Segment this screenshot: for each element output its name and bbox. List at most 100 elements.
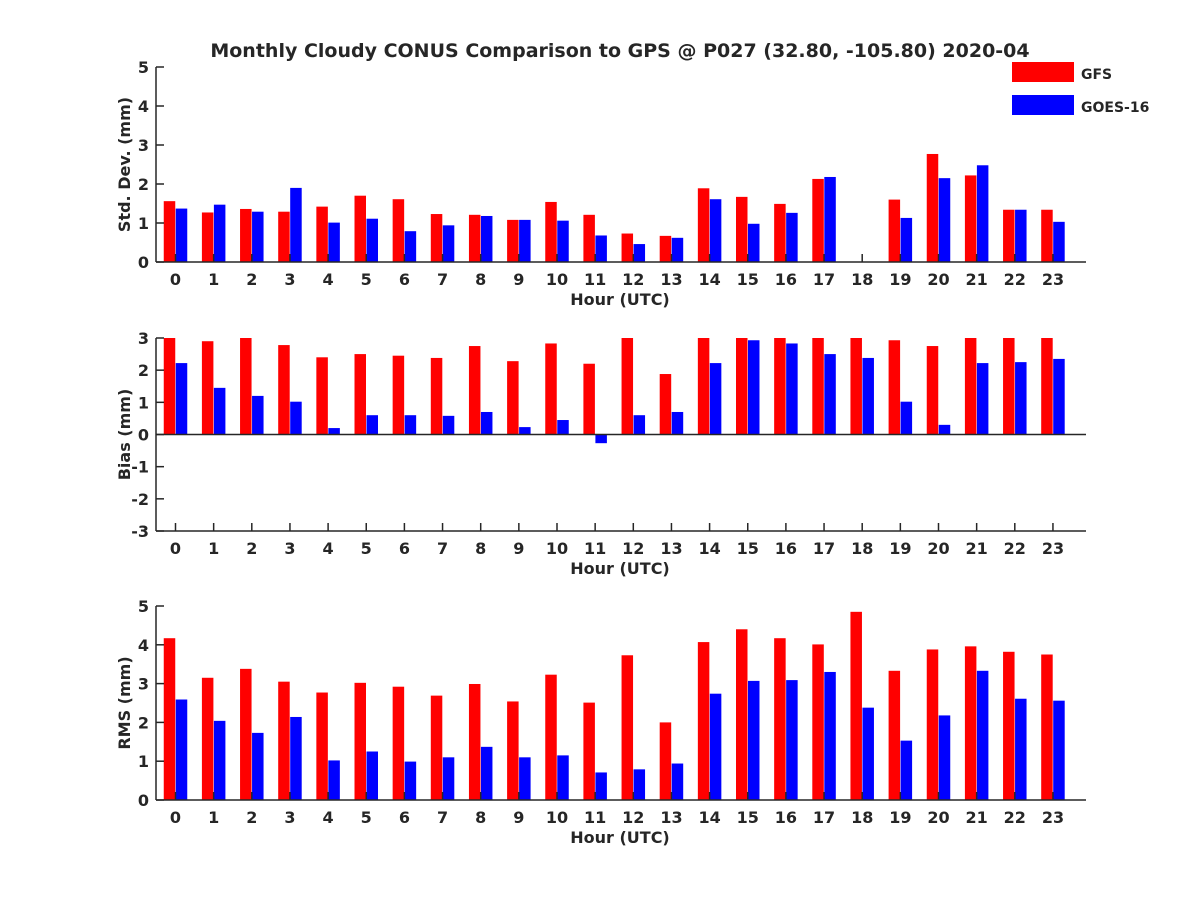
rms-bar-gfs-9: [507, 701, 519, 800]
std-dev-bar-gfs-14: [697, 188, 710, 262]
bias-bar-goes16-0: [175, 363, 188, 435]
bias-bar-goes16-9: [519, 427, 531, 435]
rms-bar-gfs-4: [316, 692, 328, 800]
std-dev-bar-goes16-15: [748, 223, 760, 262]
bias-bar-gfs-23: [1041, 338, 1053, 435]
rms-x-tick-label: 11: [584, 808, 606, 827]
std-dev-x-tick-label: 3: [284, 270, 295, 289]
std-dev-bar-gfs-22: [1003, 209, 1015, 262]
std-dev-x-tick-label: 21: [966, 270, 988, 289]
bias-bar-goes16-8: [480, 411, 493, 435]
rms-bar-gfs-17: [812, 644, 824, 800]
bias-y-tick-label: 1: [138, 393, 149, 412]
std-dev-y-tick-label: 1: [138, 214, 149, 233]
bias-y-tick-label: 2: [138, 361, 149, 380]
rms-x-tick-label: 23: [1042, 808, 1064, 827]
bias-x-tick-label: 2: [246, 539, 257, 558]
std-dev-bar-gfs-1: [201, 212, 214, 262]
rms-bar-gfs-23: [1041, 654, 1053, 800]
bias-y-axis-label: Bias (mm): [115, 389, 134, 481]
std-dev-bar-gfs-8: [468, 214, 481, 262]
std-dev-bar-gfs-19: [888, 199, 901, 262]
bias-x-tick-label: 15: [737, 539, 759, 558]
std-dev-bar-goes16-21: [976, 165, 989, 262]
std-dev-bar-goes16-2: [252, 211, 264, 262]
bias-bar-gfs-6: [392, 355, 405, 435]
rms-y-axis-label: RMS (mm): [115, 656, 134, 749]
bias-bar-gfs-3: [278, 345, 290, 435]
rms-x-tick-label: 3: [284, 808, 295, 827]
bias-x-tick-label: 7: [437, 539, 448, 558]
bias-x-tick-label: 17: [813, 539, 835, 558]
bias-bar-goes16-16: [786, 343, 798, 435]
rms-x-tick-label: 9: [513, 808, 524, 827]
std-dev-x-tick-label: 15: [737, 270, 759, 289]
legend: GFS GOES-16: [1012, 62, 1149, 116]
bias-bar-goes16-6: [404, 415, 417, 435]
rms-x-axis-label: Hour (UTC): [570, 828, 670, 847]
rms-bar-goes16-8: [480, 746, 493, 800]
bias-y-tick-label: 3: [138, 329, 149, 348]
std-dev-bar-goes16-3: [290, 187, 302, 262]
bias-x-tick-label: 23: [1042, 539, 1064, 558]
rms-bar-goes16-13: [671, 763, 684, 800]
bias-bar-goes16-18: [862, 357, 874, 435]
std-dev-x-tick-label: 14: [698, 270, 720, 289]
bias-bar-gfs-15: [736, 338, 748, 435]
bias-y-tick-label: -1: [131, 458, 149, 477]
std-dev-x-tick-label: 1: [208, 270, 219, 289]
rms-x-tick-label: 17: [813, 808, 835, 827]
bias-y-tick-label: -3: [131, 522, 149, 541]
rms-x-tick-label: 21: [966, 808, 988, 827]
rms-bar-gfs-15: [736, 629, 748, 800]
legend-label-gfs: GFS: [1081, 67, 1112, 83]
bias-x-tick-label: 8: [475, 539, 486, 558]
rms-x-tick-label: 4: [323, 808, 334, 827]
std-dev-bar-gfs-11: [583, 214, 595, 262]
std-dev-x-tick-label: 4: [323, 270, 334, 289]
rms-bar-goes16-2: [252, 732, 264, 800]
std-dev-bar-gfs-16: [774, 203, 786, 262]
chart-title: Monthly Cloudy CONUS Comparison to GPS @…: [210, 40, 1029, 62]
rms-bar-goes16-9: [519, 757, 531, 800]
bias-bar-gfs-16: [774, 338, 786, 435]
rms-x-tick-label: 14: [698, 808, 720, 827]
bias-bar-gfs-11: [583, 363, 595, 435]
std-dev-bar-goes16-22: [1015, 209, 1027, 262]
rms-x-tick-label: 15: [737, 808, 759, 827]
bias-bar-goes16-14: [709, 363, 722, 435]
rms-bar-gfs-11: [583, 702, 595, 800]
bias-bar-goes16-17: [824, 354, 836, 435]
rms-bar-gfs-6: [392, 686, 405, 800]
rms-x-tick-label: 2: [246, 808, 257, 827]
bias-x-tick-label: 11: [584, 539, 606, 558]
rms-bar-gfs-22: [1003, 651, 1015, 800]
std-dev-bar-goes16-17: [824, 176, 836, 262]
std-dev-x-tick-label: 0: [170, 270, 181, 289]
std-dev-bar-gfs-20: [926, 153, 939, 262]
std-dev-bar-gfs-12: [621, 233, 634, 262]
bias-bar-gfs-9: [507, 361, 519, 435]
rms-bar-goes16-18: [862, 707, 874, 800]
rms-bar-gfs-19: [888, 670, 901, 800]
std-dev-y-tick-label: 0: [138, 253, 149, 272]
rms-bar-gfs-14: [697, 642, 710, 800]
rms-bar-goes16-14: [709, 693, 722, 800]
rms-bar-gfs-18: [850, 611, 862, 800]
rms-bar-gfs-21: [964, 646, 977, 800]
rms-bar-gfs-16: [774, 638, 786, 800]
std-dev-bar-goes16-19: [900, 217, 913, 262]
bias-bar-gfs-1: [201, 341, 214, 435]
bias-x-tick-label: 16: [775, 539, 797, 558]
rms-x-tick-label: 22: [1004, 808, 1026, 827]
rms-bar-goes16-20: [938, 715, 951, 800]
std-dev-bar-goes16-5: [366, 218, 378, 262]
std-dev-x-tick-label: 10: [546, 270, 568, 289]
bias-bar-gfs-5: [354, 354, 366, 435]
std-dev-bar-gfs-10: [545, 201, 557, 262]
bias-bar-goes16-4: [328, 428, 340, 435]
